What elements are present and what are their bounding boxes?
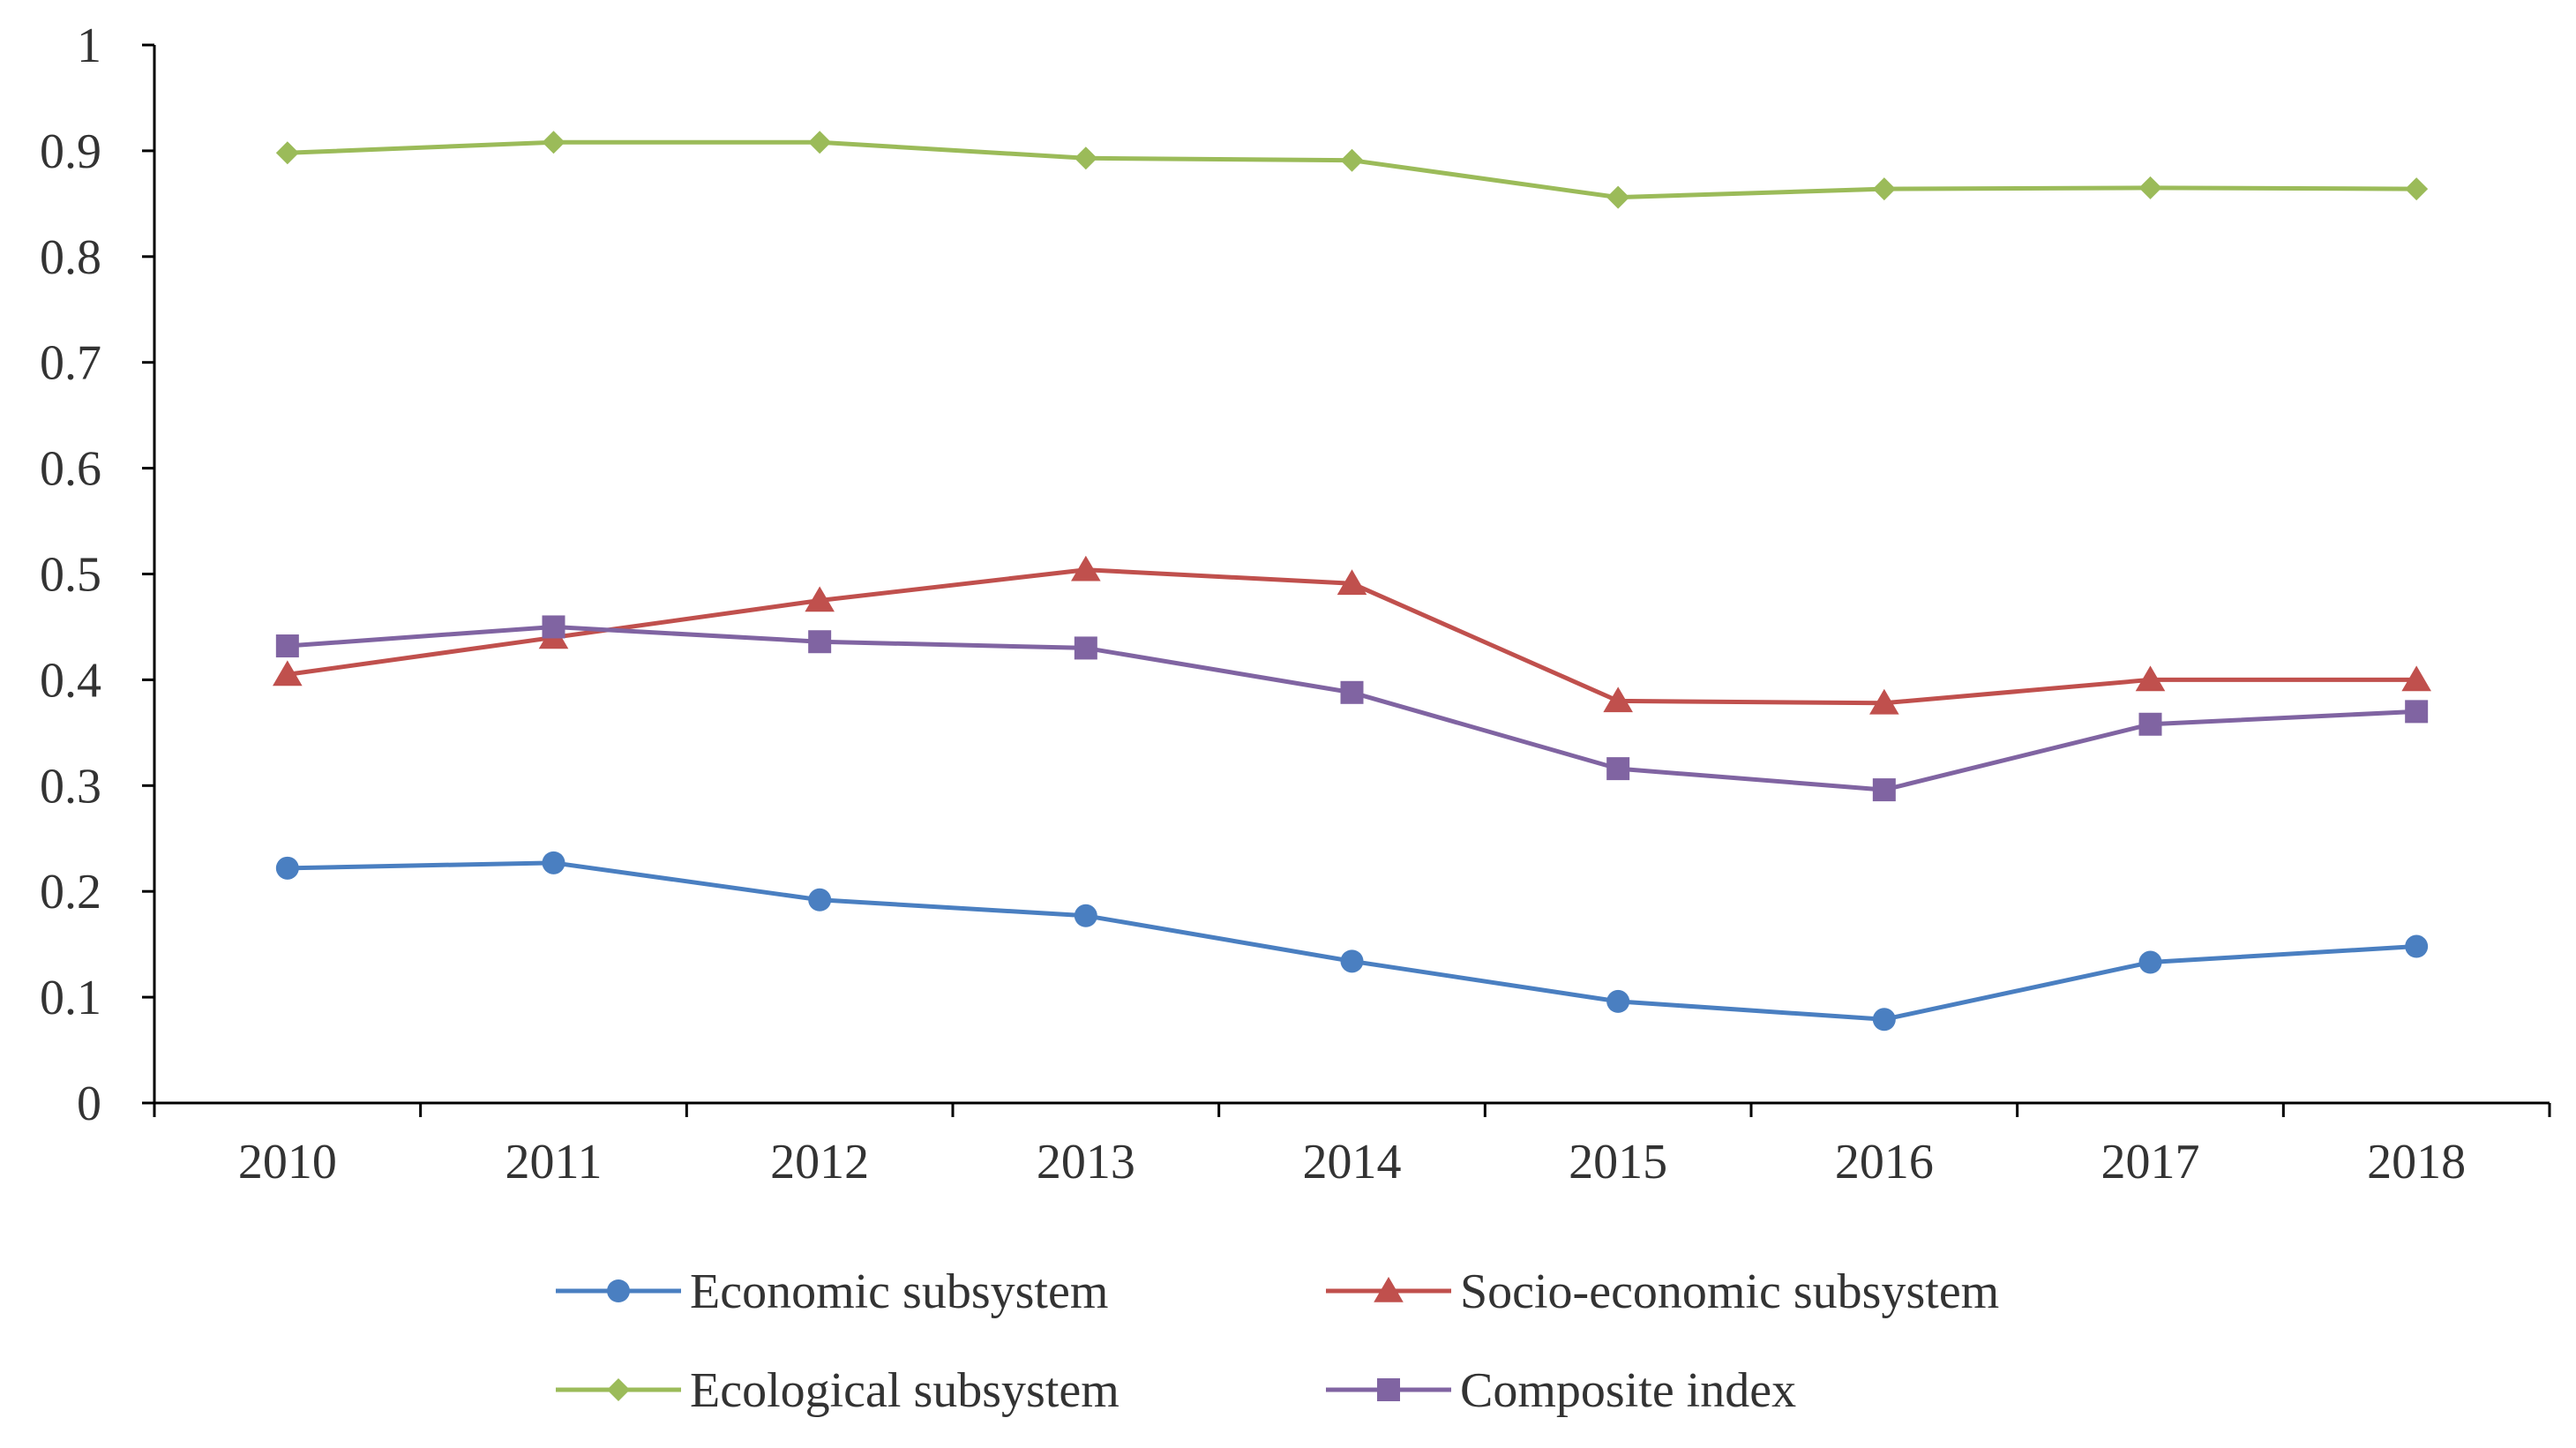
x-tick-label: 2014 <box>1303 1135 1402 1189</box>
x-tick-label: 2015 <box>1569 1135 1667 1189</box>
y-tick-label: 0.9 <box>40 124 101 179</box>
data-point-ecological-subsystem <box>2405 177 2429 201</box>
x-tick-label: 2013 <box>1037 1135 1135 1189</box>
data-point-composite-index <box>1872 778 1896 802</box>
data-point-economic-subsystem <box>1872 1008 1896 1032</box>
data-point-economic-subsystem <box>808 888 832 912</box>
legend-marker <box>1374 1277 1404 1302</box>
legend: Economic subsystem Socio-economic subsyst… <box>556 1264 1999 1418</box>
data-point-ecological-subsystem <box>2138 176 2162 199</box>
data-point-socio-economic-subsystem <box>2135 665 2166 692</box>
data-point-composite-index <box>2405 700 2429 724</box>
data-point-ecological-subsystem <box>542 131 565 154</box>
y-tick-label: 0.6 <box>40 442 101 497</box>
legend-marker <box>607 1378 630 1401</box>
axes: 0 0.1 0.2 0.3 0.4 0.5 0.6 0.7 0.8 0.9 1 2010 2011 201… <box>40 19 2551 1189</box>
legend-label: Ecological subsystem <box>690 1363 1120 1418</box>
x-tick-label: 2010 <box>238 1135 337 1189</box>
legend-label: Composite index <box>1460 1363 1796 1418</box>
data-point-composite-index <box>808 630 832 654</box>
x-tick-label: 2018 <box>2367 1135 2466 1189</box>
y-tick-label: 1 <box>77 19 101 73</box>
data-point-economic-subsystem <box>1074 904 1097 927</box>
data-point-economic-subsystem <box>1340 949 1364 973</box>
legend-label: Economic subsystem <box>690 1264 1108 1319</box>
y-tick-label: 0.3 <box>40 759 101 814</box>
series-line-economic-subsystem <box>287 860 2417 1022</box>
y-tick-label: 0.4 <box>40 653 101 708</box>
x-tick-label: 2017 <box>2101 1135 2200 1189</box>
data-point-socio-economic-subsystem <box>805 586 835 612</box>
data-point-socio-economic-subsystem <box>2401 665 2431 692</box>
data-point-economic-subsystem <box>542 851 565 874</box>
legend-item-socio-economic-subsystem: Socio-economic subsystem <box>1326 1264 1999 1319</box>
y-tick-label: 0.5 <box>40 548 101 603</box>
data-point-economic-subsystem <box>2138 950 2162 974</box>
x-tick-label: 2016 <box>1835 1135 1934 1189</box>
data-point-socio-economic-subsystem <box>1869 688 1899 715</box>
legend-marker <box>1377 1378 1400 1401</box>
data-point-socio-economic-subsystem <box>273 660 303 686</box>
data-point-socio-economic-subsystem <box>1071 555 1101 581</box>
data-point-ecological-subsystem <box>1074 146 1097 170</box>
data-point-composite-index <box>2138 712 2162 736</box>
legend-item-composite-index: Composite index <box>1326 1363 1796 1418</box>
legend-item-economic-subsystem: Economic subsystem <box>556 1264 1108 1319</box>
x-tick-label: 2012 <box>770 1135 869 1189</box>
data-point-ecological-subsystem <box>1872 177 1896 201</box>
data-point-ecological-subsystem <box>1606 185 1630 209</box>
data-point-ecological-subsystem <box>808 131 832 154</box>
data-point-economic-subsystem <box>1606 989 1630 1013</box>
y-tick-label: 0 <box>77 1077 101 1131</box>
data-point-economic-subsystem <box>2405 934 2429 958</box>
data-point-ecological-subsystem <box>275 141 299 165</box>
data-point-composite-index <box>1606 757 1630 781</box>
data-point-composite-index <box>1074 636 1097 660</box>
data-point-composite-index <box>542 615 565 639</box>
legend-item-ecological-subsystem: Ecological subsystem <box>556 1363 1120 1418</box>
y-tick-label: 0.2 <box>40 865 101 919</box>
data-point-composite-index <box>1340 680 1364 704</box>
y-tick-label: 0.8 <box>40 230 101 285</box>
data-point-socio-economic-subsystem <box>1337 569 1367 596</box>
series-markers <box>273 131 2431 1032</box>
data-point-economic-subsystem <box>275 856 299 880</box>
data-point-composite-index <box>275 634 299 658</box>
legend-marker <box>607 1279 630 1302</box>
x-tick-label: 2011 <box>505 1135 603 1189</box>
y-tick-label: 0.7 <box>40 336 101 391</box>
legend-label: Socio-economic subsystem <box>1460 1264 1999 1319</box>
y-tick-label: 0.1 <box>40 971 101 1025</box>
data-point-socio-economic-subsystem <box>1603 686 1633 713</box>
data-point-ecological-subsystem <box>1340 148 1364 172</box>
series-line-composite-index <box>287 624 2417 792</box>
